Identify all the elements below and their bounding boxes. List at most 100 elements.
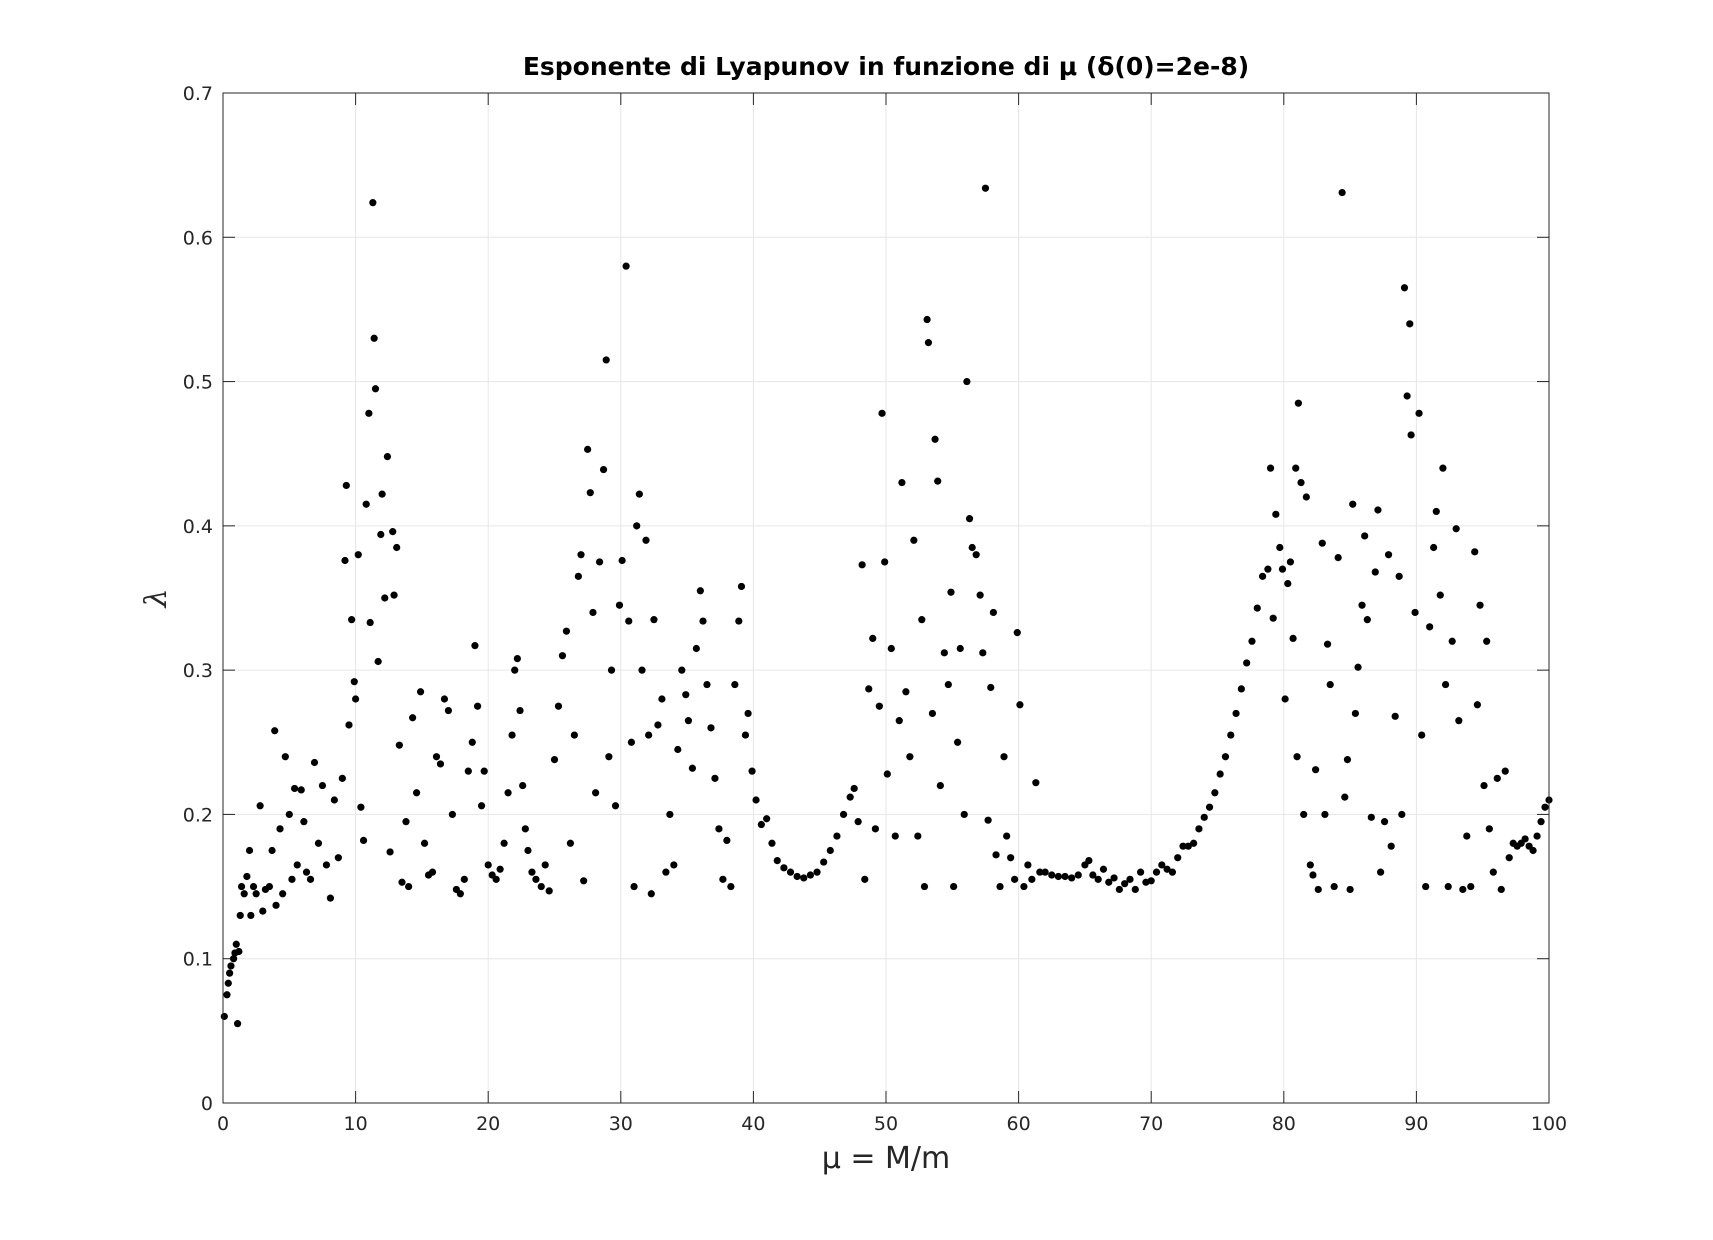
data-point <box>731 680 739 689</box>
data-point <box>987 683 995 692</box>
data-point <box>237 882 246 891</box>
data-point <box>1455 717 1463 725</box>
data-point <box>768 839 776 847</box>
data-point <box>684 717 693 725</box>
data-point <box>383 453 392 461</box>
data-point <box>1094 875 1102 883</box>
data-point <box>577 551 585 559</box>
data-point <box>1338 188 1346 197</box>
data-point <box>468 738 476 746</box>
data-point <box>615 601 624 609</box>
data-point <box>595 558 604 566</box>
data-point <box>858 561 866 569</box>
data-point <box>440 695 449 703</box>
data-point <box>1284 579 1292 588</box>
data-point <box>875 702 883 710</box>
data-point <box>272 901 280 909</box>
x-tick-label: 20 <box>476 1113 500 1135</box>
data-point <box>1330 882 1338 891</box>
data-point <box>393 543 401 552</box>
data-point <box>1471 548 1479 556</box>
data-point <box>910 536 918 544</box>
data-point <box>1276 543 1284 552</box>
x-tick-label: 30 <box>609 1113 633 1135</box>
data-point <box>979 649 987 657</box>
data-point <box>584 445 592 453</box>
data-point <box>366 618 374 627</box>
data-point <box>516 706 524 715</box>
data-point <box>390 591 398 599</box>
points <box>220 184 1553 1028</box>
data-point <box>477 802 486 810</box>
data-point <box>409 714 417 722</box>
data-point <box>1406 320 1414 328</box>
data-point <box>402 818 410 826</box>
data-point <box>1483 637 1491 645</box>
x-tick-label: 100 <box>1531 1113 1567 1135</box>
data-point <box>605 753 613 761</box>
data-point <box>508 731 516 739</box>
data-point <box>471 642 479 650</box>
data-point <box>786 868 795 876</box>
data-point <box>1323 640 1332 648</box>
data-point <box>1000 753 1008 761</box>
data-point <box>1253 604 1261 612</box>
data-point <box>370 334 378 342</box>
data-point <box>1418 731 1426 739</box>
data-point <box>1286 558 1295 566</box>
data-point <box>965 515 974 523</box>
data-point <box>416 688 425 696</box>
data-point <box>589 608 597 617</box>
data-point <box>1463 832 1471 840</box>
data-point <box>504 789 512 797</box>
data-point <box>928 709 937 718</box>
data-point <box>232 940 240 948</box>
data-point <box>288 875 296 883</box>
data-point <box>666 810 674 819</box>
data-point <box>865 685 873 693</box>
data-point <box>521 825 529 833</box>
y-tick-label: 0.6 <box>183 227 213 249</box>
data-point <box>484 861 492 869</box>
data-point <box>276 825 284 833</box>
data-point <box>1422 882 1430 891</box>
data-point <box>1467 882 1475 891</box>
data-point <box>322 861 331 869</box>
data-point <box>252 890 260 898</box>
data-point <box>1349 500 1357 508</box>
data-point <box>1289 634 1297 643</box>
data-point <box>398 878 406 886</box>
data-point <box>500 839 508 847</box>
data-point <box>1028 875 1036 883</box>
data-point <box>1184 842 1192 850</box>
data-point <box>592 789 600 797</box>
data-point <box>1439 464 1447 472</box>
data-point <box>642 536 650 544</box>
data-point <box>1501 767 1509 775</box>
data-point <box>1032 779 1040 787</box>
data-point <box>537 882 545 891</box>
x-tick-label: 40 <box>741 1113 765 1135</box>
data-point <box>741 731 750 739</box>
data-point <box>1068 874 1076 882</box>
data-point <box>233 1020 242 1028</box>
data-point <box>878 409 886 417</box>
y-tick-label: 0.7 <box>183 83 213 105</box>
data-point <box>923 315 931 324</box>
data-point <box>371 385 380 393</box>
data-point <box>630 882 638 891</box>
data-point <box>291 784 299 793</box>
data-point <box>658 695 666 703</box>
data-point <box>554 702 563 710</box>
data-point <box>1174 854 1182 862</box>
data-point <box>1380 818 1389 826</box>
data-point <box>1354 663 1362 671</box>
data-point <box>300 818 308 826</box>
data-point <box>1497 885 1505 894</box>
data-point <box>960 810 968 819</box>
data-point <box>574 572 582 580</box>
data-point <box>1521 835 1529 843</box>
data-point <box>1426 623 1434 631</box>
data-point <box>532 875 540 883</box>
data-point <box>412 789 421 797</box>
